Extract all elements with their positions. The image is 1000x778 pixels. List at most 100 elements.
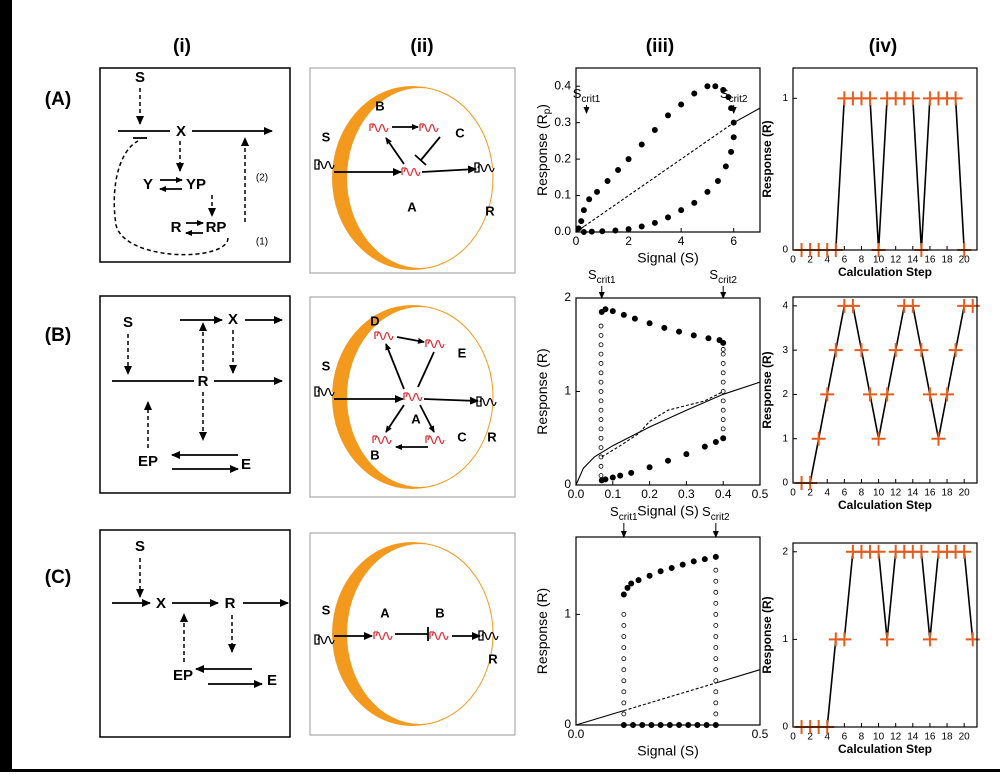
x-axis-label: Signal (S) xyxy=(637,503,698,519)
data-point xyxy=(665,458,670,463)
x-tick-label: 6 xyxy=(842,255,848,266)
data-point xyxy=(714,635,718,639)
x-tick-label: 10 xyxy=(873,732,885,743)
data-point xyxy=(599,380,603,384)
annotation-sub: crit1 xyxy=(619,512,638,523)
node-label: EP xyxy=(138,453,158,470)
data-point xyxy=(684,452,689,457)
data-point xyxy=(610,308,615,313)
data-point xyxy=(665,113,670,118)
y-tick-label: 0 xyxy=(782,478,788,489)
x-tick-label: 0 xyxy=(790,732,796,743)
data-point xyxy=(726,95,731,100)
data-point xyxy=(636,578,641,583)
annotation-text: S xyxy=(588,267,597,282)
x-axis-label: Signal (S) xyxy=(637,250,698,266)
node-label: B xyxy=(435,605,444,620)
data-point xyxy=(713,554,718,559)
annotation: Scrit2 xyxy=(702,504,730,522)
node-label: YP xyxy=(186,176,206,193)
y-axis-label-text: Response (R) xyxy=(760,596,774,673)
data-point xyxy=(692,91,697,96)
x-tick-label: 16 xyxy=(924,488,936,499)
node-label: X xyxy=(176,123,186,140)
data-point xyxy=(647,573,652,578)
circuit-diagram xyxy=(310,297,515,497)
x-tick-label: 12 xyxy=(890,255,902,266)
data-point xyxy=(599,446,603,450)
x-tick-label: 18 xyxy=(941,732,953,743)
data-marker xyxy=(872,432,886,446)
data-point xyxy=(731,135,736,140)
y-tick-label: 0 xyxy=(564,477,571,491)
x-tick-label: 18 xyxy=(941,488,953,499)
data-point xyxy=(721,399,725,403)
data-marker xyxy=(863,91,877,105)
data-point xyxy=(679,102,684,107)
y-tick-label: 1 xyxy=(564,607,571,621)
y-tick-label: 2 xyxy=(564,290,571,304)
data-marker xyxy=(812,432,826,446)
plot-frame xyxy=(793,297,977,483)
data-point xyxy=(679,208,684,213)
y-axis-label-text: Response (R) xyxy=(534,588,550,674)
data-point xyxy=(618,473,623,478)
data-point xyxy=(599,352,603,356)
x-tick-label: 0 xyxy=(573,234,580,248)
node-label: A xyxy=(411,411,421,426)
circuit-diagram-shape xyxy=(315,387,334,396)
y-tick-label: 2 xyxy=(782,389,788,400)
node-label: R xyxy=(487,429,497,444)
data-point xyxy=(728,105,733,110)
x-tick-label: 8 xyxy=(859,255,865,266)
node-label: S xyxy=(123,314,133,331)
data-point xyxy=(639,224,644,229)
node-label: RP xyxy=(206,219,227,236)
data-point xyxy=(622,668,626,672)
data-point xyxy=(714,712,718,716)
data-point xyxy=(621,312,626,317)
node-label: D xyxy=(370,313,379,328)
data-point xyxy=(599,343,603,347)
data-marker xyxy=(966,632,980,646)
node-label: C xyxy=(457,429,467,444)
column-label: (ii) xyxy=(410,36,433,57)
data-point xyxy=(691,333,696,338)
circuit-diagram-shape xyxy=(315,160,334,169)
data-point xyxy=(714,657,718,661)
node-label: R xyxy=(198,373,209,390)
y-tick-label: 0.0 xyxy=(554,224,571,238)
circuit-diagram-shape xyxy=(315,635,334,644)
data-point xyxy=(713,84,718,89)
node-label: B xyxy=(370,447,379,462)
data-marker xyxy=(820,387,834,401)
y-tick-label: 1 xyxy=(782,634,788,645)
data-point xyxy=(625,585,630,590)
data-marker xyxy=(931,432,945,446)
data-point xyxy=(692,200,697,205)
data-point xyxy=(599,478,604,483)
data-point xyxy=(599,436,603,440)
step-line xyxy=(802,98,965,250)
data-point xyxy=(728,149,733,154)
node-label: R xyxy=(171,219,182,236)
data-point xyxy=(594,189,599,194)
y-axis-label: Response (R) xyxy=(534,588,550,674)
data-point xyxy=(599,333,603,337)
column-label: (i) xyxy=(173,36,191,57)
x-tick-label: 20 xyxy=(959,488,971,499)
data-point xyxy=(721,436,726,441)
data-point xyxy=(622,701,626,705)
x-tick-label: 14 xyxy=(907,488,919,499)
y-axis-label: Response (R) xyxy=(760,351,774,428)
x-tick-label: 12 xyxy=(890,488,902,499)
data-point xyxy=(622,657,626,661)
data-point xyxy=(705,189,710,194)
node-label: C xyxy=(455,125,465,140)
data-point xyxy=(723,164,728,169)
frame-shape xyxy=(0,0,12,772)
annotation-sub: crit2 xyxy=(718,275,737,286)
y-tick-label: 1 xyxy=(782,433,788,444)
data-point xyxy=(665,215,670,220)
node-label: R xyxy=(485,203,495,218)
